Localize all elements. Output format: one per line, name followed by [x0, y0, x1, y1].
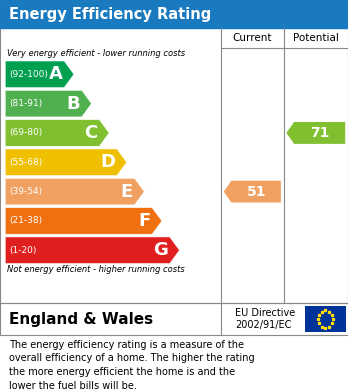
Bar — [0, 28, 348, 303]
Text: Very energy efficient - lower running costs: Very energy efficient - lower running co… — [7, 49, 185, 59]
Text: (21-38): (21-38) — [9, 216, 42, 226]
Text: (81-91): (81-91) — [9, 99, 43, 108]
Text: (39-54): (39-54) — [9, 187, 42, 196]
Text: Energy Efficiency Rating: Energy Efficiency Rating — [9, 7, 211, 22]
Polygon shape — [286, 122, 345, 144]
Bar — [0, 303, 348, 335]
Polygon shape — [5, 120, 109, 146]
Text: A: A — [49, 65, 62, 83]
Text: Current: Current — [232, 33, 272, 43]
Bar — [304, 306, 346, 332]
Text: (55-68): (55-68) — [9, 158, 43, 167]
Polygon shape — [5, 178, 144, 205]
Polygon shape — [5, 90, 92, 117]
Polygon shape — [5, 208, 162, 234]
Polygon shape — [224, 181, 281, 203]
Text: Not energy efficient - higher running costs: Not energy efficient - higher running co… — [7, 264, 185, 274]
Text: C: C — [84, 124, 98, 142]
Text: The energy efficiency rating is a measure of the
overall efficiency of a home. T: The energy efficiency rating is a measur… — [9, 340, 254, 391]
Text: 51: 51 — [246, 185, 266, 199]
Text: F: F — [138, 212, 150, 230]
Text: D: D — [100, 153, 115, 171]
Text: England & Wales: England & Wales — [9, 312, 153, 326]
Text: (1-20): (1-20) — [9, 246, 37, 255]
Text: B: B — [66, 95, 80, 113]
Text: 71: 71 — [310, 126, 329, 140]
Text: Potential: Potential — [293, 33, 339, 43]
Polygon shape — [5, 61, 74, 88]
Text: (92-100): (92-100) — [9, 70, 48, 79]
Text: E: E — [120, 183, 133, 201]
Bar — [0, 0, 348, 28]
Polygon shape — [5, 149, 127, 176]
Text: EU Directive
2002/91/EC: EU Directive 2002/91/EC — [235, 308, 295, 330]
Text: (69-80): (69-80) — [9, 128, 43, 138]
Text: G: G — [153, 241, 168, 259]
Polygon shape — [5, 237, 180, 264]
